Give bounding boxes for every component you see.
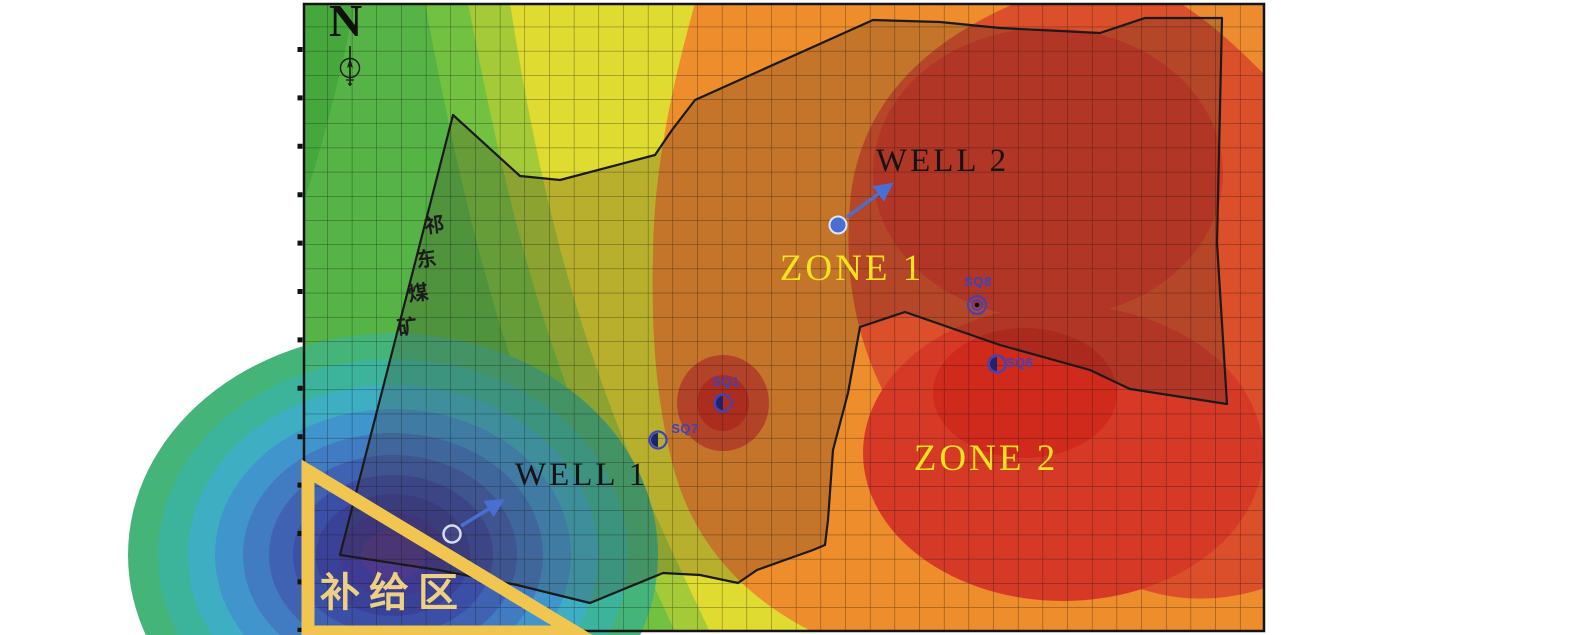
well-markers	[442, 182, 1007, 544]
well1-marker	[442, 524, 462, 544]
zone1-label: ZONE 1	[779, 248, 925, 289]
mine-name-char: 煤	[406, 281, 430, 307]
well1-label: WELL 1	[514, 457, 649, 493]
borehole-sq7-label: SQ7	[671, 421, 699, 436]
north-label: N	[329, 0, 363, 46]
recharge-area-label: 补给区	[320, 570, 467, 615]
borehole-sq1-label: SQ1	[712, 374, 740, 389]
borehole-sq1-marker	[713, 393, 733, 413]
borehole-sq8-marker	[967, 295, 987, 315]
borehole-sq8-label: SQ8	[964, 274, 992, 289]
borehole-sq7-marker	[648, 430, 668, 450]
compass-icon	[339, 46, 361, 86]
well2-marker	[828, 215, 848, 235]
contour-map	[128, 2, 1266, 635]
map-border	[302, 2, 1266, 633]
borehole-sq6-marker	[987, 354, 1007, 374]
mine-name-char: 矿	[395, 315, 419, 341]
grid-overlay	[303, 3, 1265, 632]
contour-map-canvas	[128, 2, 1266, 635]
borehole-sq6-label: SQ6	[1006, 355, 1034, 370]
mine-name-char: 东	[414, 247, 438, 273]
well1-flow-arrow	[460, 498, 505, 528]
zone2-label: ZONE 2	[913, 438, 1059, 479]
mine-name-char: 祁	[422, 213, 446, 239]
well2-label: WELL 2	[875, 143, 1010, 179]
well2-flow-arrow	[845, 182, 894, 219]
recharge-area-triangle	[301, 459, 593, 635]
